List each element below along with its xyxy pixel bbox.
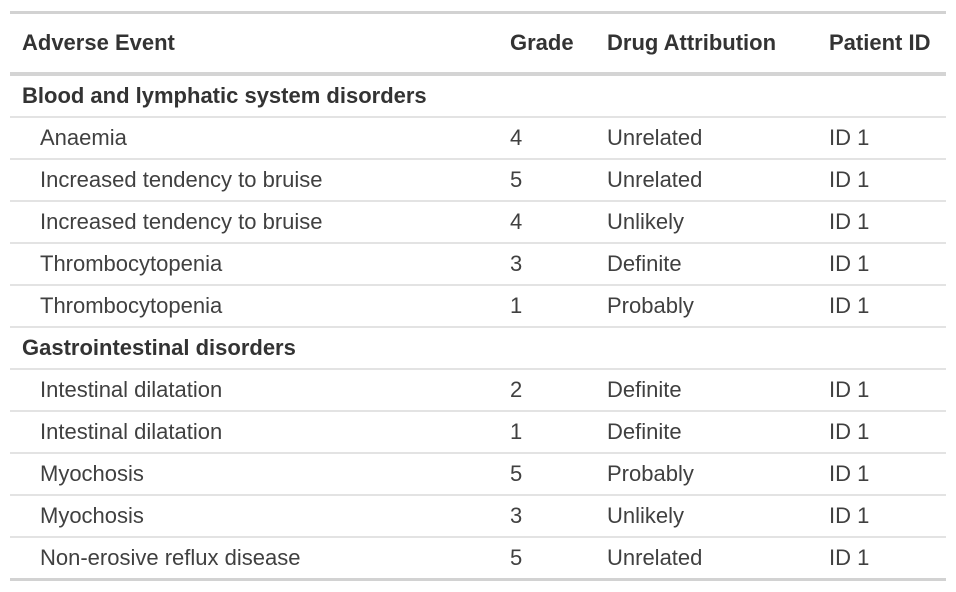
- patient-id-cell: ID 1: [829, 545, 870, 570]
- drug-attribution-cell: Definite: [595, 411, 817, 454]
- grade-cell: 1: [498, 285, 595, 328]
- table-row: Intestinal dilatation 2 Definite ID 1: [10, 369, 946, 412]
- drug-attribution-cell: Probably: [595, 453, 817, 496]
- table-row: Myochosis 5 Probably ID 1: [10, 453, 946, 496]
- adverse-event-cell: Thrombocytopenia: [10, 243, 498, 286]
- grade-cell: 5: [510, 545, 523, 570]
- patient-id-cell: ID 1: [817, 369, 946, 412]
- adverse-event-cell: Intestinal dilatation: [10, 369, 498, 412]
- column-header-patient-id: Patient ID: [817, 12, 946, 76]
- group-header-row: Gastrointestinal disorders: [10, 327, 946, 370]
- column-header-adverse-event: Adverse Event: [10, 12, 498, 76]
- adverse-event-cell: Non-erosive reflux disease: [40, 545, 301, 570]
- drug-attribution-cell: Definite: [595, 369, 817, 412]
- column-header-grade: Grade: [498, 12, 595, 76]
- patient-id-cell: ID 1: [817, 201, 946, 244]
- column-header-drug-attribution: Drug Attribution: [595, 12, 817, 76]
- patient-id-cell: ID 1: [817, 453, 946, 496]
- table-header: Adverse Event Grade Drug Attribution Pat…: [10, 12, 946, 76]
- table-row: Anaemia 4 Unrelated ID 1: [10, 117, 946, 160]
- grade-cell: 4: [498, 201, 595, 244]
- table-row: Thrombocytopenia 1 Probably ID 1: [10, 285, 946, 328]
- drug-attribution-cell: Unrelated: [595, 159, 817, 202]
- grade-cell: 2: [498, 369, 595, 412]
- adverse-events-table: Adverse Event Grade Drug Attribution Pat…: [10, 11, 946, 581]
- grade-cell: 5: [498, 159, 595, 202]
- grade-cell: 1: [498, 411, 595, 454]
- table-row: Intestinal dilatation 1 Definite ID 1: [10, 411, 946, 454]
- table-row: Increased tendency to bruise 4 Unlikely ID …: [10, 201, 946, 244]
- patient-id-cell: ID 1: [817, 495, 946, 538]
- patient-id-cell: ID 1: [817, 117, 946, 160]
- adverse-event-cell: Increased tendency to bruise: [10, 201, 498, 244]
- drug-attribution-cell: Unlikely: [595, 495, 817, 538]
- adverse-event-cell: Anaemia: [10, 117, 498, 160]
- drug-attribution-cell: Definite: [595, 243, 817, 286]
- grade-cell: 5: [498, 453, 595, 496]
- table-body: Blood and lymphatic system disorders Anae…: [10, 74, 946, 580]
- table-row: Myochosis 3 Unlikely ID 1: [10, 495, 946, 538]
- table-row: Thrombocytopenia 3 Definite ID 1: [10, 243, 946, 286]
- group-header-label: Blood and lymphatic system disorders: [10, 74, 946, 118]
- patient-id-cell: ID 1: [817, 159, 946, 202]
- patient-id-cell: ID 1: [817, 285, 946, 328]
- drug-attribution-cell: Unlikely: [595, 201, 817, 244]
- adverse-event-cell: Increased tendency to bruise: [10, 159, 498, 202]
- grade-cell: 3: [498, 243, 595, 286]
- grade-cell: 3: [498, 495, 595, 538]
- adverse-event-cell: Intestinal dilatation: [10, 411, 498, 454]
- header-row: Adverse Event Grade Drug Attribution Pat…: [10, 12, 946, 76]
- drug-attribution-cell: Unrelated: [607, 545, 703, 570]
- group-header-label: Gastrointestinal disorders: [10, 327, 946, 370]
- grade-cell: 4: [498, 117, 595, 160]
- drug-attribution-cell: Unrelated: [595, 117, 817, 160]
- patient-id-cell: ID 1: [817, 411, 946, 454]
- group-header-row: Blood and lymphatic system disorders: [10, 74, 946, 118]
- adverse-event-cell: Myochosis: [10, 453, 498, 496]
- drug-attribution-cell: Probably: [595, 285, 817, 328]
- table-row: Non-erosive reflux disease 5 Unrelated ID 1: [10, 537, 946, 580]
- patient-id-cell: ID 1: [817, 243, 946, 286]
- adverse-event-cell: Myochosis: [10, 495, 498, 538]
- adverse-event-cell: Thrombocytopenia: [10, 285, 498, 328]
- table-row: Increased tendency to bruise 5 Unrelated ID…: [10, 159, 946, 202]
